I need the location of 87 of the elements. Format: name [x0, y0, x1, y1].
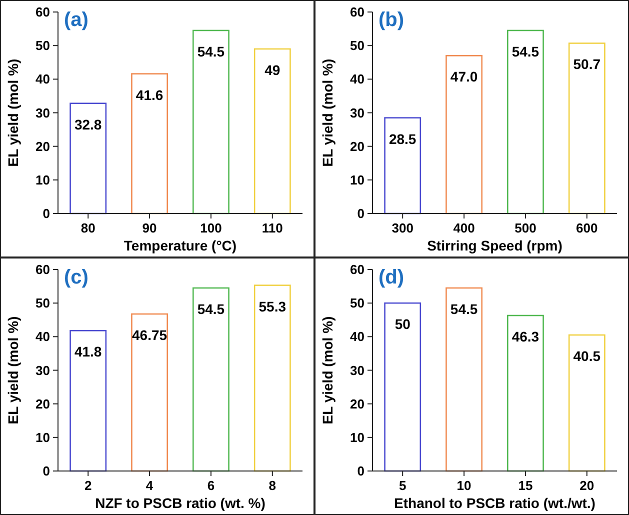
- x-tick-label: 10: [456, 478, 472, 493]
- y-tick-label: 20: [36, 138, 50, 154]
- y-tick-label: 60: [36, 262, 50, 278]
- bar: [192, 287, 230, 472]
- bar: [446, 287, 482, 472]
- x-tick-label: 400: [453, 220, 475, 236]
- chart-title: (c): [64, 266, 88, 288]
- data-label: 49: [264, 62, 280, 78]
- bar: [131, 73, 168, 214]
- x-tick-label: 90: [142, 220, 157, 236]
- x-tick-label: 300: [392, 220, 414, 236]
- x-tick-label: 20: [580, 478, 594, 493]
- y-tick-label: 30: [36, 362, 50, 378]
- y-tick-label: 0: [42, 464, 50, 479]
- bar: [131, 313, 168, 472]
- bar: [507, 314, 544, 472]
- x-tick-label: 600: [576, 220, 598, 236]
- bar: [70, 330, 107, 472]
- y-tick-label: 0: [357, 464, 364, 479]
- y-tick-label: 50: [350, 296, 364, 311]
- data-label: 50: [394, 316, 411, 332]
- y-axis-title: EL yield (mol %): [5, 316, 21, 424]
- x-tick-label: 4: [146, 478, 154, 493]
- x-tick-label: 8: [268, 478, 276, 493]
- x-axis-title: Ethanol to PSCB ratio (wt./wt.): [394, 495, 596, 511]
- y-tick-label: 20: [350, 138, 364, 154]
- data-label: 46.75: [132, 327, 168, 343]
- y-tick-label: 10: [36, 172, 50, 188]
- y-axis-title: EL yield (mol %): [320, 316, 336, 424]
- y-tick-label: 50: [350, 38, 364, 54]
- data-label: 40.5: [573, 348, 601, 364]
- y-tick-label: 50: [36, 38, 50, 54]
- x-tick-label: 80: [80, 220, 96, 236]
- y-tick-label: 30: [36, 105, 50, 120]
- x-tick-label: 5: [398, 478, 406, 493]
- data-label: 28.5: [388, 130, 416, 147]
- bar: [254, 48, 291, 214]
- data-label: 54.5: [197, 43, 225, 60]
- y-tick-label: 0: [357, 206, 364, 222]
- data-label: 54.5: [197, 300, 225, 317]
- x-tick-label: 110: [262, 220, 283, 236]
- x-tick-label: 6: [207, 478, 215, 493]
- y-axis-title: EL yield (mol %): [320, 58, 336, 167]
- bar: [446, 55, 482, 214]
- chart-title: (b): [378, 9, 404, 31]
- data-label: 47.0: [450, 68, 478, 85]
- data-label: 41.8: [74, 344, 102, 360]
- y-tick-label: 40: [36, 329, 50, 344]
- y-tick-label: 60: [36, 4, 50, 20]
- y-tick-label: 10: [350, 430, 364, 445]
- data-label: 50.7: [573, 56, 601, 72]
- x-tick-label: 2: [84, 478, 92, 493]
- x-axis-title: Stirring Speed (rpm): [427, 238, 562, 254]
- bar: [254, 284, 291, 472]
- data-label: 41.6: [136, 86, 164, 103]
- y-tick-label: 30: [350, 362, 364, 378]
- x-tick-label: 100: [200, 220, 222, 236]
- data-label: 55.3: [258, 298, 286, 314]
- chart-title: (a): [64, 9, 88, 31]
- y-tick-label: 20: [36, 396, 50, 412]
- y-tick-label: 60: [350, 4, 364, 20]
- y-tick-label: 40: [36, 72, 50, 87]
- bar: [70, 102, 107, 214]
- data-label: 46.3: [512, 328, 540, 345]
- y-tick-label: 10: [36, 430, 50, 445]
- y-tick-label: 30: [350, 105, 364, 120]
- y-tick-label: 40: [350, 72, 364, 87]
- data-label: 54.5: [512, 43, 540, 60]
- y-tick-label: 50: [36, 296, 50, 311]
- data-label: 54.5: [450, 300, 478, 317]
- chart-title: (d): [378, 266, 404, 288]
- bar: [568, 42, 606, 214]
- bar: [568, 334, 606, 472]
- y-tick-label: 10: [350, 172, 364, 188]
- y-tick-label: 40: [350, 329, 364, 344]
- x-axis-title: Temperature (°C): [124, 238, 237, 254]
- x-tick-label: 15: [518, 478, 533, 493]
- y-tick-label: 0: [42, 206, 50, 222]
- x-tick-label: 500: [514, 220, 536, 236]
- data-label: 32.8: [74, 116, 102, 132]
- y-axis-title: EL yield (mol %): [5, 58, 21, 167]
- y-tick-label: 20: [350, 396, 364, 412]
- bar: [192, 30, 230, 214]
- bar: [384, 302, 422, 472]
- x-axis-title: NZF to PSCB ratio (wt. %): [95, 495, 266, 511]
- bar: [507, 30, 544, 214]
- y-tick-label: 60: [350, 262, 364, 278]
